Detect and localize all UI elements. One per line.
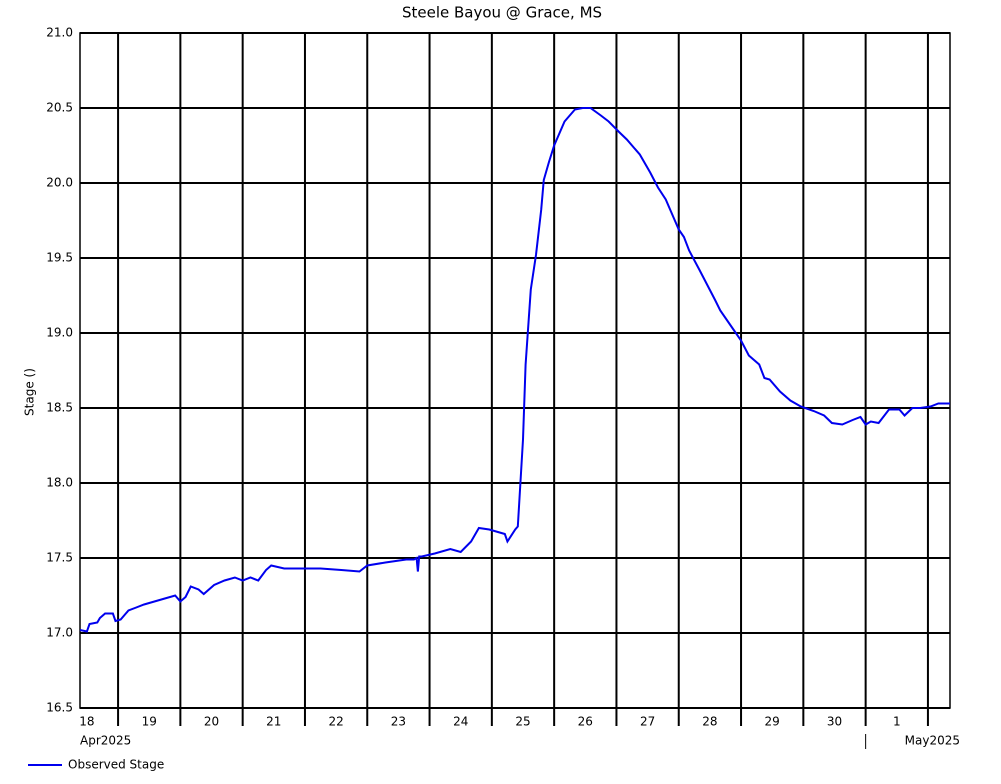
month-label: May2025 (905, 734, 960, 748)
legend-label: Observed Stage (68, 758, 164, 772)
plot-border (79, 32, 951, 709)
chart-title: Steele Bayou @ Grace, MS (402, 4, 602, 22)
y-tick-label: 21.0 (46, 26, 73, 40)
x-tick-label: 22 (328, 715, 343, 729)
x-tick-label: 19 (142, 715, 157, 729)
y-tick-label: 20.5 (46, 101, 73, 115)
x-tick-label: 1 (893, 715, 901, 729)
y-axis-label: Stage () (23, 368, 37, 416)
x-tick-label: 27 (640, 715, 655, 729)
x-tick-label: 29 (765, 715, 780, 729)
y-tick-label: 17.5 (46, 551, 73, 565)
y-tick-label: 16.5 (46, 701, 73, 715)
month-label: Apr2025 (80, 734, 131, 748)
series-line (79, 107, 950, 633)
x-tick-label: 21 (266, 715, 281, 729)
x-tick-label: 30 (827, 715, 842, 729)
x-tick-label: 28 (702, 715, 717, 729)
y-tick-label: 18.5 (46, 401, 73, 415)
x-tick-label: 25 (515, 715, 530, 729)
x-tick-label: 24 (453, 715, 468, 729)
y-tick-label: 19.5 (46, 251, 73, 265)
y-tick-label: 17.0 (46, 626, 73, 640)
x-tick-label: 20 (204, 715, 219, 729)
x-tick-label: 26 (578, 715, 593, 729)
y-tick-label: 19.0 (46, 326, 73, 340)
x-tick-label: 23 (391, 715, 406, 729)
y-tick-label: 18.0 (46, 476, 73, 490)
x-tick-label: 18 (79, 715, 94, 729)
y-tick-label: 20.0 (46, 176, 73, 190)
